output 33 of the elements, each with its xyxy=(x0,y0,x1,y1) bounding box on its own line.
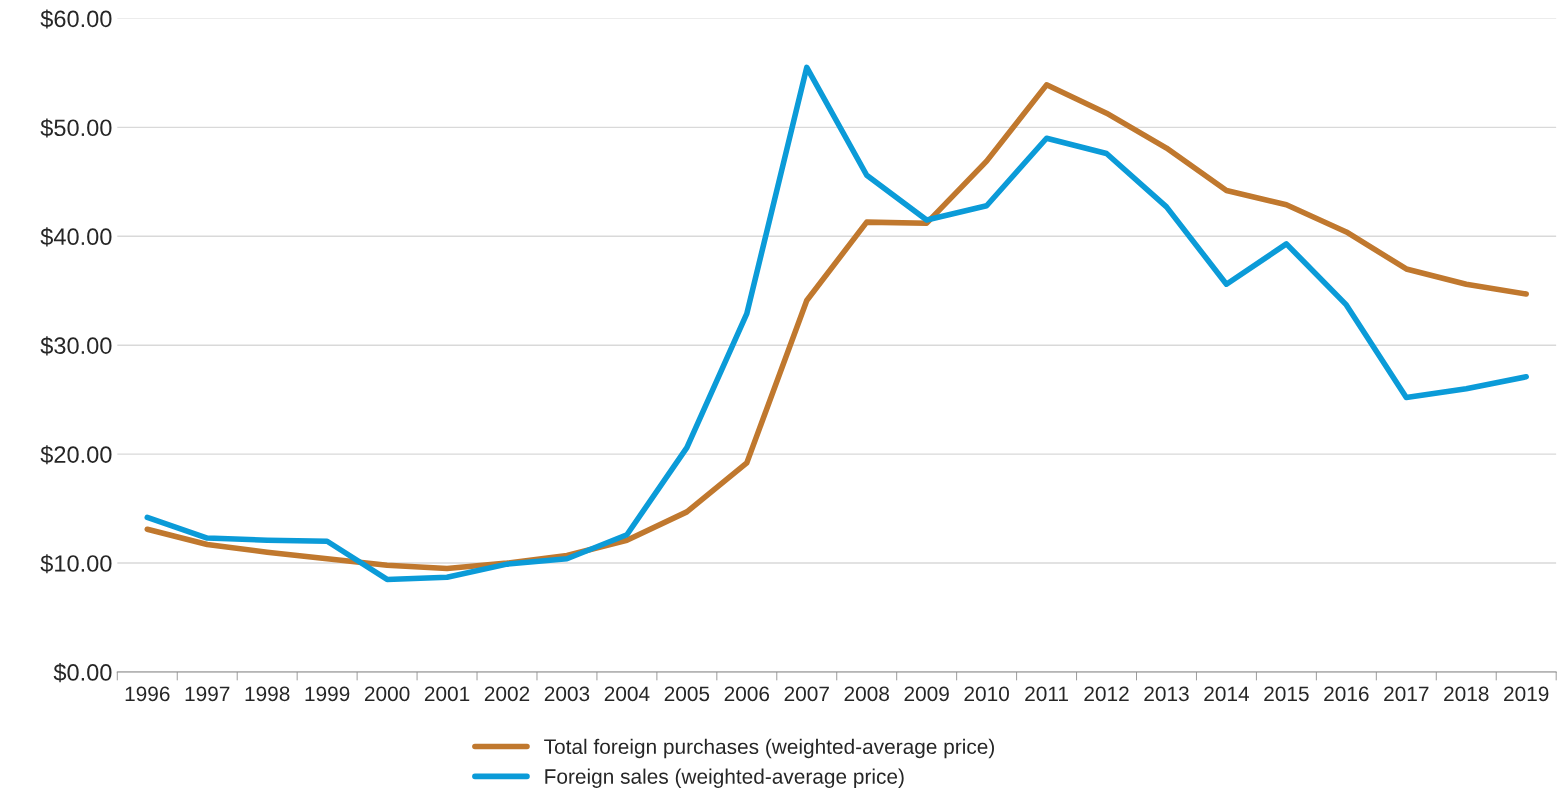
x-tick-label: 2014 xyxy=(1204,686,1249,702)
x-tick-label: 2018 xyxy=(1444,686,1489,702)
x-tick-label: 2008 xyxy=(844,686,889,702)
y-tick-label: $0.00 xyxy=(53,663,112,683)
legend-label: Total foreign purchases (weighted-average price) xyxy=(544,738,994,759)
x-tick-label: 2002 xyxy=(484,686,530,702)
x-tick-label: 2000 xyxy=(364,686,410,702)
x-tick-label: 2012 xyxy=(1084,686,1129,702)
x-tick-label: 2010 xyxy=(964,686,1009,702)
y-tick-label: $20.00 xyxy=(40,445,112,465)
x-tick-label: 2017 xyxy=(1384,686,1429,702)
y-tick-label: $30.00 xyxy=(40,336,112,356)
x-tick-label: 1999 xyxy=(305,686,350,702)
x-tick-label: 2003 xyxy=(544,686,590,702)
x-tick-label: 2015 xyxy=(1264,686,1309,702)
x-tick-label: 2007 xyxy=(784,686,829,702)
x-tick-label: 2009 xyxy=(904,686,949,702)
x-tick-label: 2001 xyxy=(424,686,470,702)
y-tick-label: $10.00 xyxy=(40,554,112,574)
x-tick-label: 2004 xyxy=(604,686,650,702)
x-tick-label: 2019 xyxy=(1504,686,1549,702)
x-tick-label: 2013 xyxy=(1144,686,1189,702)
y-tick-label: $60.00 xyxy=(40,9,112,29)
x-tick-label: 2005 xyxy=(664,686,710,702)
x-tick-label: 1997 xyxy=(185,686,230,702)
x-tick-label: 2011 xyxy=(1025,686,1068,702)
x-tick-label: 2006 xyxy=(724,686,770,702)
x-tick-label: 2016 xyxy=(1324,686,1369,702)
y-tick-label: $50.00 xyxy=(40,118,112,138)
x-tick-label: 1998 xyxy=(245,686,290,702)
y-tick-label: $40.00 xyxy=(40,227,112,247)
x-tick-label: 1996 xyxy=(125,686,170,702)
legend-label: Foreign sales (weighted-average price) xyxy=(545,768,904,789)
